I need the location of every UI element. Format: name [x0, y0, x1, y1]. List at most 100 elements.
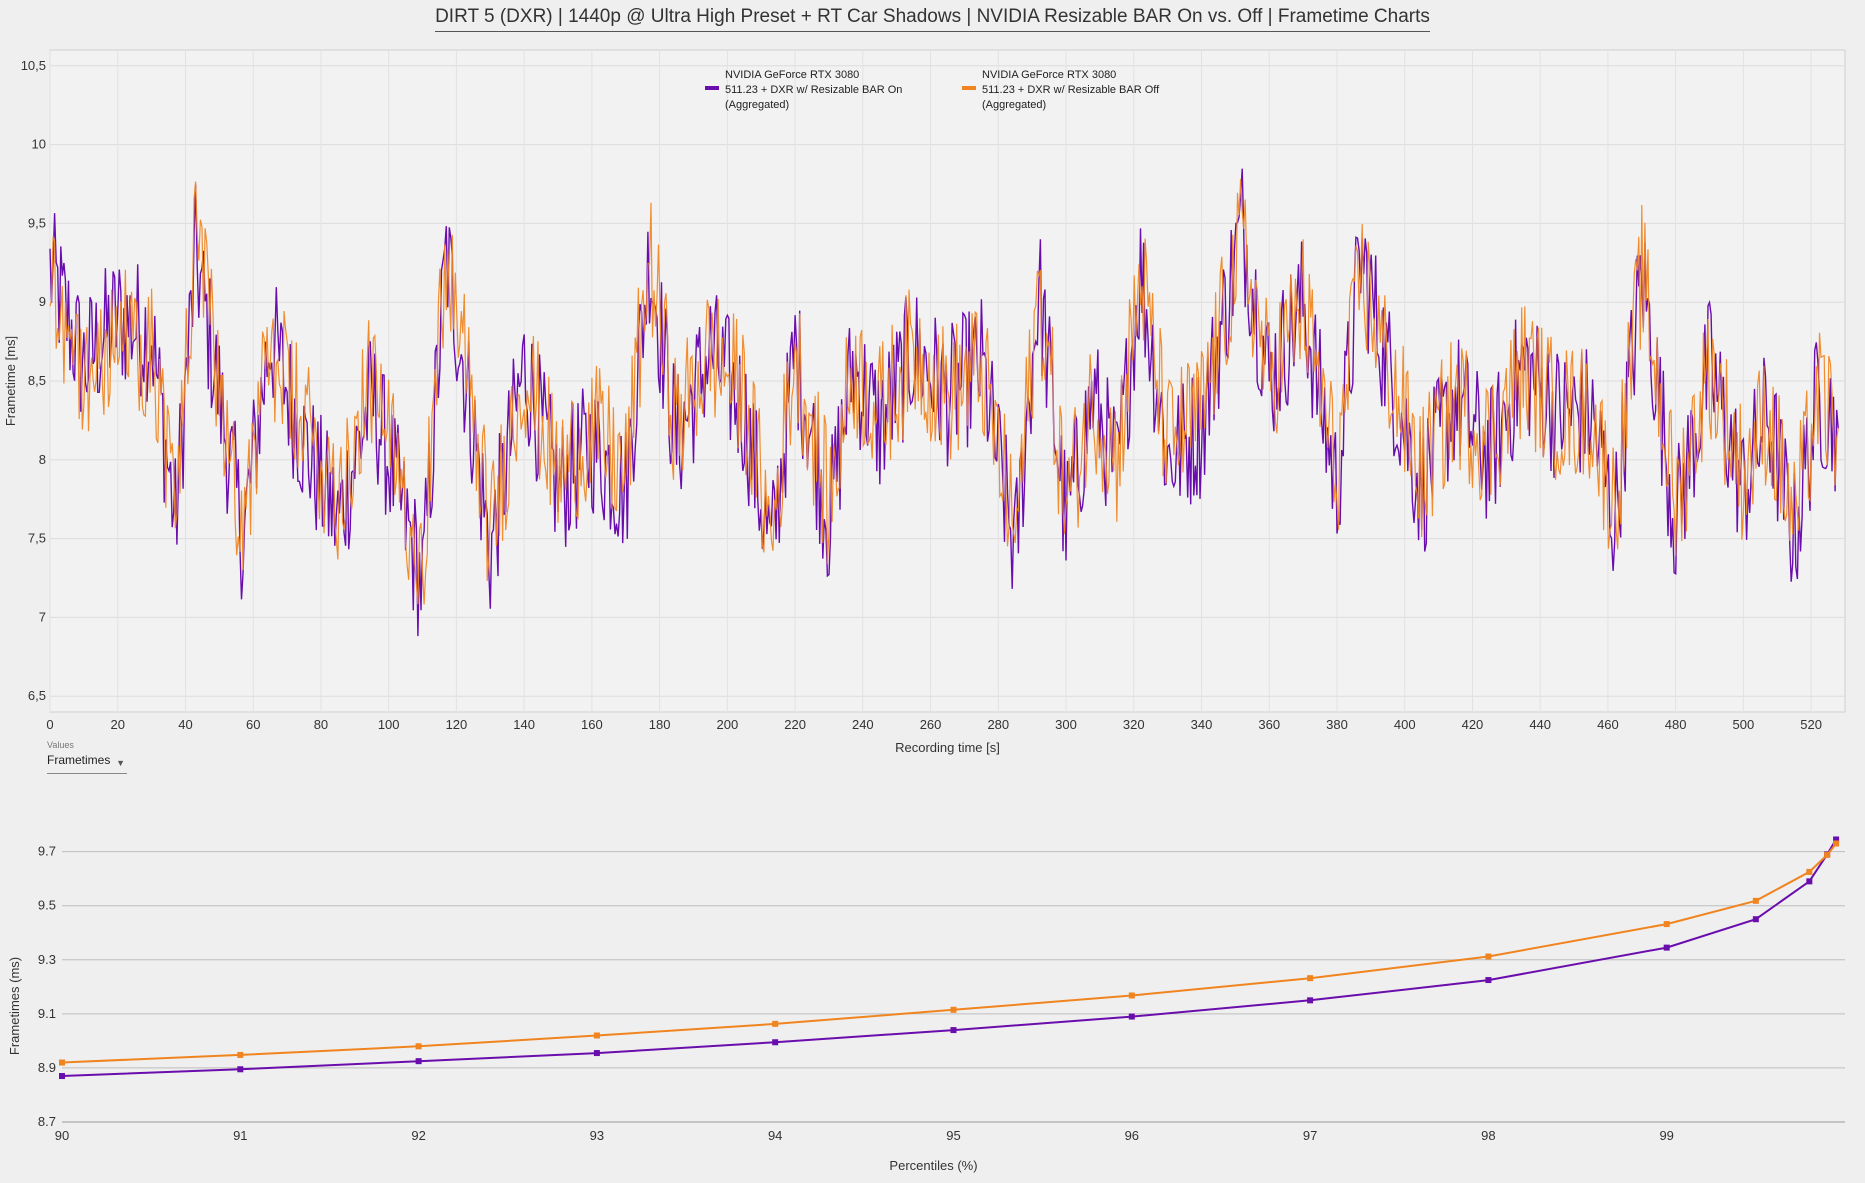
bottom-x-tick-label: 95: [946, 1128, 960, 1143]
values-dropdown-caption: Values: [47, 740, 74, 750]
legend-line: 511.23 + DXR w/ Resizable BAR On: [725, 84, 902, 96]
data-point: [772, 1020, 779, 1027]
bottom-y-tick-label: 8.9: [38, 1060, 56, 1075]
legend-swatch: [705, 86, 719, 90]
top-y-tick-label: 8,5: [28, 373, 46, 388]
top-x-tick-label: 280: [987, 717, 1009, 732]
top-x-tick-label: 320: [1123, 717, 1145, 732]
data-point: [1806, 868, 1813, 875]
top-y-tick-label: 10: [32, 137, 46, 152]
data-point: [950, 1027, 957, 1034]
top-x-tick-label: 140: [513, 717, 535, 732]
legend-line: NVIDIA GeForce RTX 3080: [982, 69, 1116, 81]
data-point: [772, 1039, 779, 1046]
top-x-tick-label: 80: [314, 717, 328, 732]
top-x-tick-label: 480: [1665, 717, 1687, 732]
data-point: [59, 1073, 65, 1080]
legend-line: 511.23 + DXR w/ Resizable BAR Off: [982, 84, 1160, 96]
top-y-tick-label: 8: [39, 452, 46, 467]
bottom-x-tick-label: 99: [1659, 1128, 1673, 1143]
bottom-y-tick-label: 9.1: [38, 1006, 56, 1021]
top-y-tick-label: 9: [39, 294, 46, 309]
top-x-tick-label: 40: [178, 717, 192, 732]
data-point: [1833, 836, 1840, 843]
data-point: [1307, 975, 1314, 982]
data-point: [415, 1043, 422, 1050]
chevron-down-icon: ▼: [116, 758, 125, 768]
data-point: [237, 1051, 244, 1058]
bottom-x-tick-label: 94: [768, 1128, 782, 1143]
top-y-tick-label: 10,5: [21, 58, 46, 73]
series-line-bar-off: [49, 179, 1839, 605]
top-x-tick-label: 440: [1529, 717, 1551, 732]
top-x-tick-label: 160: [581, 717, 603, 732]
legend-swatch: [962, 86, 976, 90]
data-point: [1128, 1013, 1135, 1020]
data-point: [1485, 977, 1492, 984]
top-x-tick-label: 400: [1394, 717, 1416, 732]
top-x-tick-label: 300: [1055, 717, 1077, 732]
percentile-line-bar-on: [61, 838, 1837, 1077]
values-dropdown[interactable]: Values Frametimes ▼: [47, 740, 127, 774]
top-x-tick-label: 180: [649, 717, 671, 732]
data-point: [1752, 916, 1759, 923]
top-x-tick-label: 200: [717, 717, 739, 732]
top-x-axis-label: Recording time [s]: [895, 740, 1000, 755]
data-point: [1663, 944, 1670, 951]
data-point: [1663, 921, 1670, 928]
bottom-y-tick-label: 9.5: [38, 898, 56, 913]
data-point: [593, 1050, 600, 1057]
data-point: [1824, 851, 1831, 858]
bottom-y-tick-label: 9.3: [38, 952, 56, 967]
data-point: [59, 1059, 65, 1066]
data-point: [415, 1058, 422, 1065]
top-x-tick-label: 220: [784, 717, 806, 732]
top-y-tick-label: 9,5: [28, 215, 46, 230]
top-x-tick-label: 340: [1191, 717, 1213, 732]
bottom-x-tick-label: 90: [55, 1128, 69, 1143]
bottom-x-tick-label: 92: [411, 1128, 425, 1143]
top-x-tick-label: 0: [46, 717, 53, 732]
data-point: [1128, 992, 1135, 999]
top-x-tick-label: 100: [378, 717, 400, 732]
percentile-line-bar-off: [61, 842, 1837, 1064]
bottom-y-tick-label: 8.7: [38, 1114, 56, 1129]
top-x-tick-label: 360: [1258, 717, 1280, 732]
top-x-tick-label: 520: [1800, 717, 1822, 732]
legend-line: (Aggregated): [982, 99, 1046, 111]
data-point: [950, 1006, 957, 1013]
top-y-tick-label: 6,5: [28, 688, 46, 703]
data-point: [593, 1032, 600, 1039]
top-x-tick-label: 60: [246, 717, 260, 732]
data-point: [1806, 878, 1813, 885]
bottom-y-tick-label: 9.7: [38, 844, 56, 859]
top-x-tick-label: 380: [1326, 717, 1348, 732]
data-point: [1752, 897, 1759, 904]
bottom-x-axis-label: Percentiles (%): [889, 1158, 977, 1173]
bottom-x-tick-label: 98: [1481, 1128, 1495, 1143]
top-x-tick-label: 240: [852, 717, 874, 732]
bottom-x-tick-label: 93: [590, 1128, 604, 1143]
top-x-tick-label: 500: [1733, 717, 1755, 732]
chart-title: DIRT 5 (DXR) | 1440p @ Ultra High Preset…: [0, 6, 1865, 32]
data-point: [1833, 840, 1840, 847]
top-x-tick-label: 120: [446, 717, 468, 732]
legend-line: NVIDIA GeForce RTX 3080: [725, 69, 859, 81]
values-dropdown-selected: Frametimes: [47, 753, 111, 767]
top-x-tick-label: 260: [920, 717, 942, 732]
data-point: [1485, 953, 1492, 960]
bottom-x-tick-label: 97: [1303, 1128, 1317, 1143]
bottom-y-axis-label: Frametimes (ms): [7, 957, 22, 1055]
legend-line: (Aggregated): [725, 99, 789, 111]
bottom-x-tick-label: 96: [1125, 1128, 1139, 1143]
data-point: [237, 1066, 244, 1073]
bottom-x-tick-label: 91: [233, 1128, 247, 1143]
top-y-tick-label: 7: [39, 609, 46, 624]
top-x-tick-label: 420: [1462, 717, 1484, 732]
top-y-axis-label: Frametime [ms]: [3, 336, 18, 426]
top-x-tick-label: 20: [111, 717, 125, 732]
top-y-tick-label: 7,5: [28, 531, 46, 546]
data-point: [1307, 997, 1314, 1004]
top-x-tick-label: 460: [1597, 717, 1619, 732]
